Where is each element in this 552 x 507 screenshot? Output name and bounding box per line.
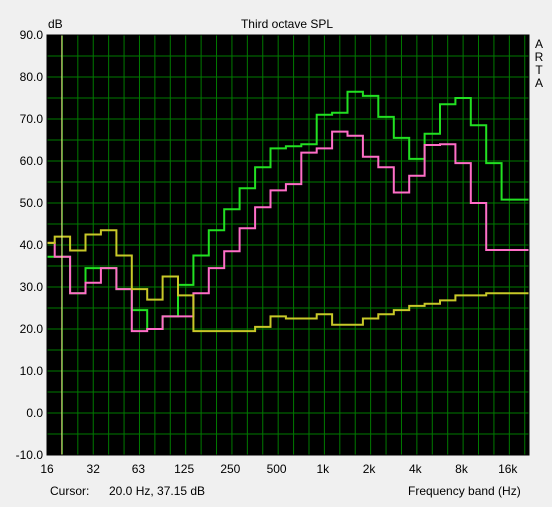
y-tick-labels: 90.0 80.0 70.0 60.0 50.0 40.0 30.0 20.0 10.0 0.0 -… <box>16 28 44 462</box>
plot-area[interactable] <box>46 34 530 456</box>
y-tick-label: 80.0 <box>20 70 44 84</box>
x-tick-label: 4k <box>409 462 423 476</box>
x-tick-label: 32 <box>87 462 101 476</box>
y-axis-label: dB <box>48 17 63 31</box>
watermark-letter: A <box>535 76 543 90</box>
y-tick-label: 0.0 <box>26 406 43 420</box>
series-line-2 <box>47 130 529 333</box>
chart-title: Third octave SPL <box>241 17 333 31</box>
x-tick-label: 1k <box>316 462 330 476</box>
x-tick-label: 8k <box>455 462 469 476</box>
x-tick-label: 500 <box>267 462 287 476</box>
y-tick-label: 60.0 <box>20 154 44 168</box>
y-tick-label: 50.0 <box>20 196 44 210</box>
y-tick-label: 30.0 <box>20 280 44 294</box>
y-tick-label: 90.0 <box>20 28 44 42</box>
x-tick-label: 2k <box>363 462 377 476</box>
watermark-letter: A <box>535 37 543 51</box>
cursor-readout: 20.0 Hz, 37.15 dB <box>109 484 206 498</box>
x-tick-labels: 16 32 63 125 250 500 1k 2k 4k 8k 16k <box>40 462 518 476</box>
x-tick-label: 16 <box>40 462 54 476</box>
watermark-letter: T <box>535 63 543 77</box>
x-tick-label: 250 <box>220 462 240 476</box>
frequency-band-label: Frequency band (Hz) <box>408 484 521 498</box>
watermark-letter: R <box>535 50 544 64</box>
cursor-label: Cursor: <box>50 484 90 498</box>
x-tick-label: 125 <box>174 462 194 476</box>
y-tick-label: 20.0 <box>20 322 44 336</box>
y-tick-label: 10.0 <box>20 364 44 378</box>
x-tick-label: 16k <box>498 462 518 476</box>
x-tick-label: 63 <box>132 462 146 476</box>
plot-border <box>46 34 530 456</box>
y-tick-label: 70.0 <box>20 112 44 126</box>
series-line-3 <box>47 229 529 333</box>
y-tick-label: -10.0 <box>16 448 44 462</box>
y-tick-label: 40.0 <box>20 238 44 252</box>
